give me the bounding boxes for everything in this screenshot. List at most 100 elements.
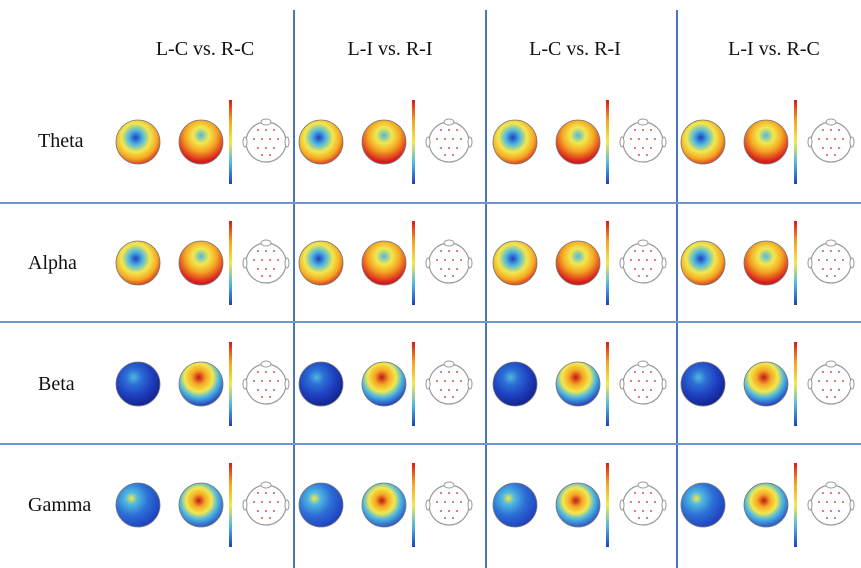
electrode-dot xyxy=(261,501,263,503)
electrode-dot xyxy=(269,396,271,398)
electrode-dot xyxy=(277,501,279,503)
electrode-dot xyxy=(265,147,267,149)
electrode-dot xyxy=(460,380,462,382)
electrode-dot xyxy=(834,380,836,382)
ear-icon xyxy=(661,257,667,269)
electrode-dot xyxy=(634,371,636,373)
electrode-dot xyxy=(273,389,275,391)
ear-icon xyxy=(619,499,625,511)
ear-icon xyxy=(284,136,290,148)
electrode-dot xyxy=(452,138,454,140)
electrode-dot xyxy=(452,259,454,261)
ear-icon xyxy=(849,257,855,269)
electrode-dot xyxy=(436,138,438,140)
electrode-dot xyxy=(269,517,271,519)
nose-icon xyxy=(637,118,649,126)
electrode-dot xyxy=(838,510,840,512)
electrode-dot xyxy=(261,154,263,156)
electrode-dot xyxy=(269,501,271,503)
topomap-left xyxy=(492,240,538,286)
electrode-dot xyxy=(253,501,255,503)
electrode-dot xyxy=(638,259,640,261)
nose-icon xyxy=(260,118,272,126)
row-divider xyxy=(0,202,861,204)
electrode-dot xyxy=(253,380,255,382)
electrode-dot xyxy=(830,371,832,373)
electrode-dot xyxy=(838,129,840,131)
colorbar xyxy=(606,342,609,426)
electrode-dot xyxy=(269,154,271,156)
electrode-dot xyxy=(273,268,275,270)
row-divider xyxy=(0,321,861,323)
topomap-left xyxy=(680,240,726,286)
colorbar xyxy=(794,463,797,547)
electrode-dot xyxy=(646,380,648,382)
electrode-dot xyxy=(646,154,648,156)
electrode-dot xyxy=(650,492,652,494)
electrode-dot xyxy=(269,259,271,261)
electrode-dot xyxy=(452,154,454,156)
topomap-left xyxy=(492,482,538,528)
electrode-dot xyxy=(818,501,820,503)
electrode-dot xyxy=(452,501,454,503)
electrode-dot xyxy=(646,396,648,398)
ear-icon xyxy=(807,136,813,148)
colorbar xyxy=(606,463,609,547)
electrode-dot xyxy=(650,371,652,373)
electrode-dot xyxy=(630,501,632,503)
electrode-layout-head xyxy=(245,363,287,405)
electrode-dot xyxy=(838,250,840,252)
nose-icon xyxy=(637,360,649,368)
electrode-dot xyxy=(444,517,446,519)
topomap-left xyxy=(298,240,344,286)
topomap-right xyxy=(361,119,407,165)
electrode-dot xyxy=(444,138,446,140)
electrode-dot xyxy=(834,396,836,398)
electrode-dot xyxy=(838,492,840,494)
electrode-dot xyxy=(452,517,454,519)
electrode-dot xyxy=(834,138,836,140)
colorbar xyxy=(412,100,415,184)
electrode-dot xyxy=(456,492,458,494)
electrode-dot xyxy=(440,371,442,373)
electrode-dot xyxy=(273,147,275,149)
electrode-dot xyxy=(261,396,263,398)
electrode-dot xyxy=(650,250,652,252)
ear-icon xyxy=(807,499,813,511)
topomap-left xyxy=(680,482,726,528)
electrode-layout-head xyxy=(245,242,287,284)
electrode-dot xyxy=(630,380,632,382)
colorbar xyxy=(794,100,797,184)
electrode-dot xyxy=(646,259,648,261)
electrode-dot xyxy=(818,259,820,261)
electrode-dot xyxy=(265,250,267,252)
electrode-dot xyxy=(634,268,636,270)
nose-icon xyxy=(260,481,272,489)
electrode-dot xyxy=(822,510,824,512)
electrode-dot xyxy=(826,138,828,140)
topomap-right xyxy=(178,119,224,165)
nose-icon xyxy=(825,360,837,368)
colorbar xyxy=(229,221,232,305)
electrode-dot xyxy=(654,380,656,382)
electrode-dot xyxy=(822,250,824,252)
electrode-dot xyxy=(822,371,824,373)
electrode-dot xyxy=(834,259,836,261)
ear-icon xyxy=(619,257,625,269)
topomap-right xyxy=(555,361,601,407)
ear-icon xyxy=(619,378,625,390)
electrode-layout-head xyxy=(622,363,664,405)
row-label-theta: Theta xyxy=(38,130,84,152)
ear-icon xyxy=(242,378,248,390)
electrode-dot xyxy=(456,268,458,270)
topomap-right xyxy=(743,361,789,407)
electrode-dot xyxy=(444,275,446,277)
electrode-dot xyxy=(444,259,446,261)
electrode-dot xyxy=(838,371,840,373)
electrode-dot xyxy=(460,138,462,140)
column-header-lc-vs-ri: L-C vs. R-I xyxy=(529,38,621,60)
electrode-dot xyxy=(822,129,824,131)
nose-icon xyxy=(443,239,455,247)
